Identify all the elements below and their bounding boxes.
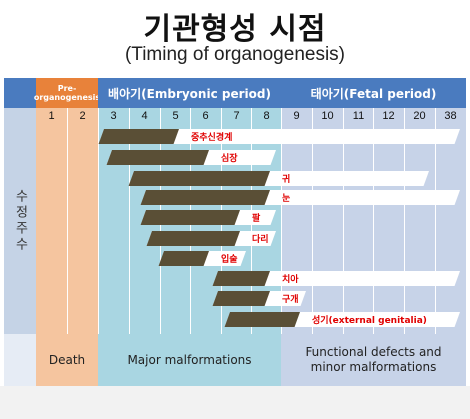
organ-label: 귀 bbox=[282, 175, 291, 185]
page-subtitle: (Timing of organogenesis) bbox=[124, 44, 345, 65]
bottom-embryonic-outcome: Major malformations bbox=[98, 334, 281, 386]
organ-bar: 치아 bbox=[212, 271, 460, 286]
bar-major-segment bbox=[106, 150, 209, 165]
organ-label: 다리 bbox=[252, 235, 269, 245]
bottom-pre-outcome: Death bbox=[36, 334, 98, 386]
organ-label: 입술 bbox=[221, 255, 238, 265]
header-embryonic-period: 배아기(Embryonic period) bbox=[98, 78, 281, 108]
week-divider bbox=[312, 108, 313, 334]
side-label: 수정주수 bbox=[12, 189, 28, 253]
organ-bar: 구개 bbox=[212, 291, 306, 306]
organ-bar: 성기(external genitalia) bbox=[224, 312, 460, 327]
week-divider bbox=[281, 108, 282, 334]
bar-major-segment bbox=[140, 210, 240, 225]
week-label: 7 bbox=[233, 110, 240, 122]
week-label: 38 bbox=[444, 110, 457, 122]
bar-major-segment bbox=[146, 231, 240, 246]
footer-strip bbox=[0, 386, 470, 419]
week-divider bbox=[435, 108, 436, 334]
organ-label: 심장 bbox=[221, 154, 238, 164]
week-divider bbox=[98, 108, 99, 334]
week-label: 11 bbox=[352, 110, 365, 122]
week-label: 2 bbox=[79, 110, 86, 122]
bar-major-segment bbox=[212, 291, 270, 306]
side-column: 수정주수 bbox=[4, 108, 36, 334]
week-divider bbox=[404, 108, 405, 334]
organ-label: 눈 bbox=[282, 194, 291, 204]
week-divider bbox=[129, 108, 130, 334]
week-divider bbox=[343, 108, 344, 334]
week-label: 3 bbox=[110, 110, 117, 122]
week-label: 8 bbox=[263, 110, 270, 122]
week-label: 5 bbox=[172, 110, 179, 122]
week-label: 9 bbox=[293, 110, 300, 122]
week-label: 6 bbox=[202, 110, 209, 122]
organ-bar: 입술 bbox=[158, 251, 246, 266]
week-label: 10 bbox=[321, 110, 334, 122]
week-label: 12 bbox=[382, 110, 395, 122]
organ-bar: 귀 bbox=[128, 171, 429, 186]
week-label: 4 bbox=[141, 110, 148, 122]
header-pre-organogenesis: Pre-organogenesis bbox=[34, 78, 100, 108]
week-label: 20 bbox=[413, 110, 426, 122]
organ-bar: 중추신경계 bbox=[98, 129, 461, 144]
bar-major-segment bbox=[128, 171, 270, 186]
organ-bar: 눈 bbox=[140, 190, 460, 205]
organ-label: 중추신경계 bbox=[191, 133, 233, 143]
bar-major-segment bbox=[224, 312, 300, 327]
organ-bar: 심장 bbox=[106, 150, 277, 165]
header-corner bbox=[4, 78, 36, 108]
organ-label: 성기(external genitalia) bbox=[312, 316, 427, 326]
organ-label: 팔 bbox=[252, 214, 261, 224]
week-divider bbox=[67, 108, 68, 334]
bottom-side-cell bbox=[4, 334, 36, 386]
bottom-fetal-outcome: Functional defects and minor malformatio… bbox=[281, 334, 466, 386]
organ-label: 구개 bbox=[282, 295, 299, 305]
bar-major-segment bbox=[158, 251, 209, 266]
header-fetal-period: 태아기(Fetal period) bbox=[281, 78, 466, 108]
page-title: 기관형성 시점 bbox=[143, 12, 327, 47]
bar-major-segment bbox=[140, 190, 270, 205]
bar-major-segment bbox=[212, 271, 270, 286]
organ-label: 치아 bbox=[282, 275, 299, 285]
week-label: 1 bbox=[48, 110, 55, 122]
week-divider bbox=[373, 108, 374, 334]
organ-bar: 팔 bbox=[140, 210, 276, 225]
organ-bar: 다리 bbox=[146, 231, 276, 246]
bar-major-segment bbox=[98, 129, 179, 144]
